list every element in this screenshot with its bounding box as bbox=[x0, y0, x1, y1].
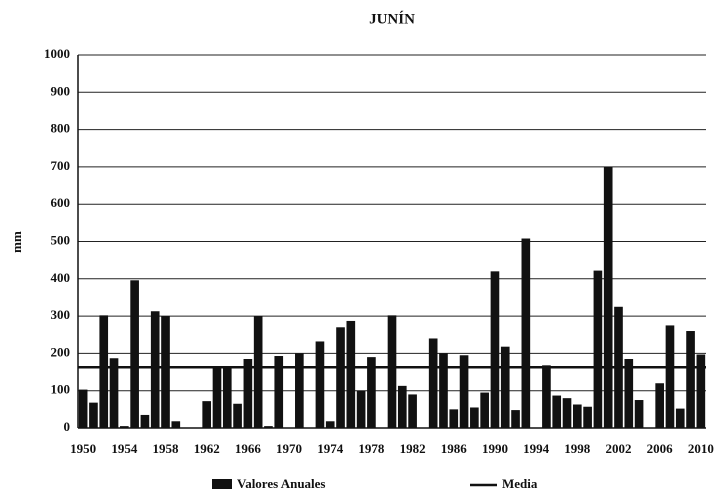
bar bbox=[367, 357, 376, 428]
x-tick-label: 1958 bbox=[153, 441, 180, 456]
x-tick-label: 2010 bbox=[688, 441, 714, 456]
bar bbox=[99, 315, 109, 428]
bar bbox=[696, 354, 706, 428]
bar bbox=[120, 426, 129, 428]
x-tick-label: 1978 bbox=[358, 441, 385, 456]
bar bbox=[572, 404, 582, 428]
x-tick-label: 1998 bbox=[564, 441, 591, 456]
bar bbox=[686, 331, 695, 428]
x-tick-label: 1974 bbox=[317, 441, 344, 456]
bar bbox=[500, 346, 510, 428]
y-tick-label: 800 bbox=[51, 121, 71, 136]
y-tick-label: 200 bbox=[51, 344, 71, 359]
y-tick-label: 600 bbox=[51, 195, 71, 210]
legend-label: Media bbox=[502, 476, 538, 491]
legend-label: Valores Anuales bbox=[237, 476, 326, 491]
bar bbox=[264, 426, 273, 428]
bar bbox=[511, 410, 520, 428]
bar bbox=[583, 406, 592, 428]
bar bbox=[552, 395, 562, 428]
bar bbox=[356, 390, 366, 428]
bar bbox=[233, 403, 242, 428]
bar bbox=[397, 385, 407, 428]
bar bbox=[387, 315, 397, 428]
chart-title: JUNÍN bbox=[369, 10, 415, 27]
bar bbox=[490, 271, 500, 428]
bar bbox=[470, 407, 479, 428]
bar bbox=[634, 400, 644, 428]
bar bbox=[109, 358, 119, 428]
bar bbox=[346, 320, 356, 428]
bar bbox=[161, 316, 170, 428]
bar bbox=[562, 398, 572, 428]
x-tick-label: 1970 bbox=[276, 441, 302, 456]
x-tick-label: 2006 bbox=[647, 441, 674, 456]
bar bbox=[655, 383, 664, 428]
y-tick-label: 700 bbox=[51, 158, 71, 173]
y-tick-label: 100 bbox=[51, 382, 71, 397]
bar bbox=[78, 389, 88, 428]
bar bbox=[89, 402, 98, 428]
x-tick-label: 2002 bbox=[605, 441, 631, 456]
bar bbox=[408, 394, 417, 428]
y-tick-label: 300 bbox=[51, 307, 71, 322]
bar bbox=[480, 392, 489, 428]
bar bbox=[675, 408, 685, 428]
x-tick-label: 1966 bbox=[235, 441, 262, 456]
bar bbox=[336, 327, 345, 428]
bar bbox=[202, 401, 212, 428]
y-tick-label: 0 bbox=[64, 419, 71, 434]
bar bbox=[243, 358, 253, 428]
x-tick-label: 1990 bbox=[482, 441, 508, 456]
bar bbox=[130, 280, 139, 428]
bar bbox=[542, 365, 551, 428]
bar bbox=[624, 358, 634, 428]
y-tick-label: 500 bbox=[51, 232, 71, 247]
legend-swatch bbox=[212, 479, 232, 489]
x-tick-label: 1950 bbox=[70, 441, 96, 456]
bar bbox=[603, 166, 613, 428]
bar bbox=[253, 316, 263, 428]
bar bbox=[521, 238, 531, 428]
x-tick-label: 1982 bbox=[400, 441, 426, 456]
bar bbox=[459, 355, 469, 428]
bar bbox=[428, 338, 438, 428]
x-tick-label: 1954 bbox=[111, 441, 138, 456]
bar bbox=[325, 421, 335, 428]
x-tick-label: 1962 bbox=[194, 441, 220, 456]
bar bbox=[439, 353, 448, 428]
bar bbox=[665, 325, 675, 428]
x-tick-label: 1994 bbox=[523, 441, 550, 456]
bar bbox=[222, 367, 232, 428]
x-tick-label: 1986 bbox=[441, 441, 468, 456]
bar bbox=[171, 421, 181, 428]
bar bbox=[593, 270, 603, 428]
bar bbox=[295, 353, 304, 428]
bar bbox=[274, 356, 284, 428]
y-tick-label: 1000 bbox=[44, 46, 70, 61]
bar bbox=[449, 409, 459, 428]
y-tick-label: 400 bbox=[51, 270, 71, 285]
y-axis-label: mm bbox=[9, 231, 24, 253]
bar bbox=[140, 414, 150, 428]
bar bbox=[212, 367, 222, 428]
bar bbox=[315, 341, 325, 428]
bar bbox=[150, 311, 160, 428]
y-tick-label: 900 bbox=[51, 83, 71, 98]
